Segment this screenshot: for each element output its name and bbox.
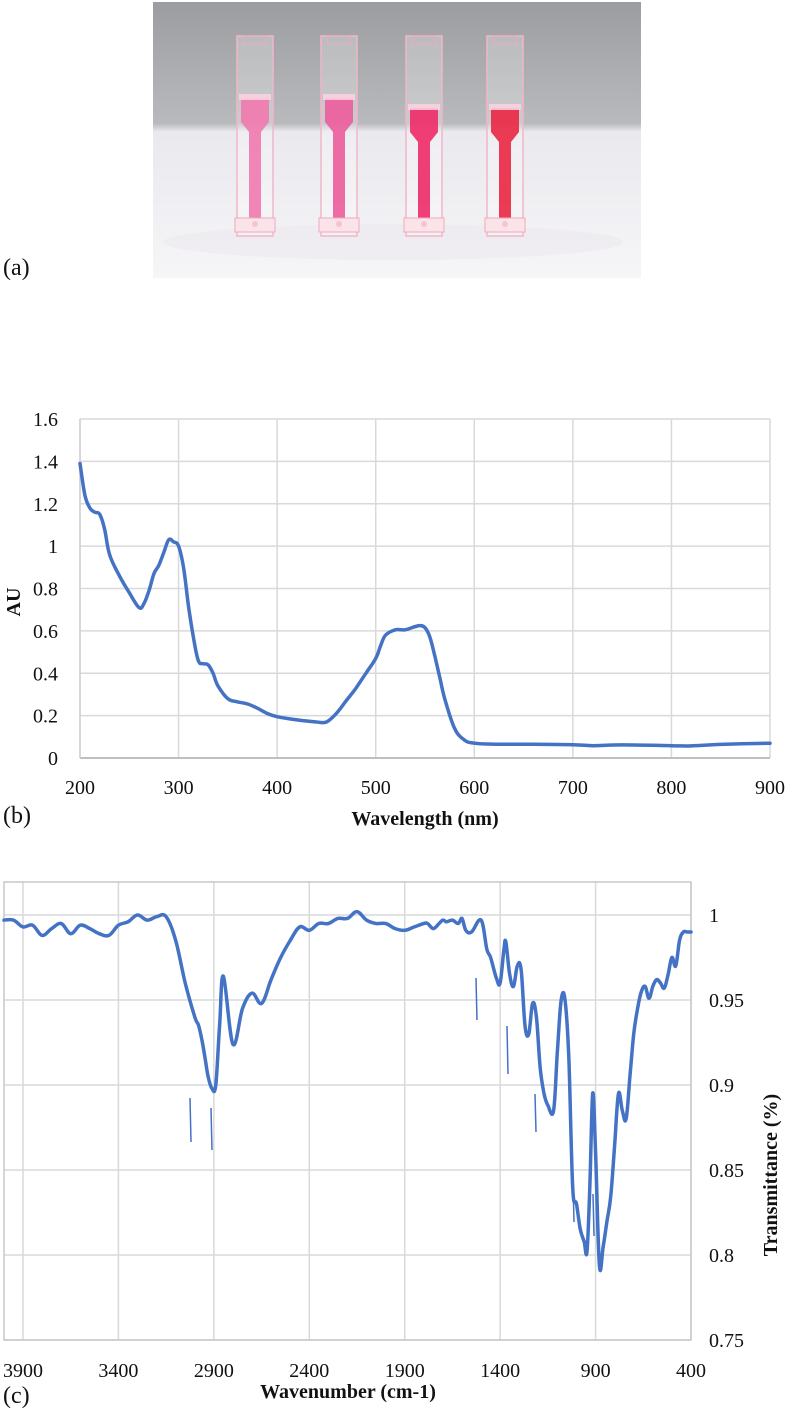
x-tick-label: 500 [361,777,391,799]
y-tick-label: 0.6 [33,621,58,643]
y-tick-label: 1.4 [33,451,58,473]
x-tick-label: 400 [676,1360,706,1382]
x-tick-label: 600 [459,777,489,799]
y-tick-label: 0.8 [709,1245,734,1267]
panel-label-b: (b) [3,803,31,829]
y-tick-label: 0.85 [709,1160,744,1182]
y-tick-label: 0 [48,748,58,770]
y-tick-label: 0.9 [709,1075,734,1097]
ftir-plot-frame [3,881,692,1341]
peak-marker [475,977,478,1021]
x-tick-label: 2900 [194,1360,234,1382]
y-tick-label: 0.2 [33,706,58,728]
x-tick-label: 200 [65,777,95,799]
ftir-x-axis-title: Wavenumber (cm-1) [260,1381,436,1403]
y-tick-label: 1.6 [33,409,58,431]
peak-marker [189,1097,192,1143]
x-tick-label: 300 [164,777,194,799]
x-tick-label: 700 [558,777,588,799]
x-tick-label: 900 [755,777,785,799]
x-tick-label: 1900 [385,1360,425,1382]
x-tick-label: 2400 [289,1360,329,1382]
ftir-y-axis-title: Transmittance (%) [760,1094,782,1256]
cuvette [403,35,445,237]
x-tick-label: 900 [581,1360,611,1382]
absorbance-curve [78,461,772,748]
panel-label-a: (a) [3,255,30,281]
y-tick-label: 0.4 [33,663,58,685]
y-tick-label: 1 [709,905,719,927]
ftir-chart: 0.75 0.8 0.85 0.9 0.95 1 3900 3400 2900 2400 1900… [2,881,782,1403]
x-tick-label: 3400 [98,1360,138,1382]
transmittance-curve [2,909,693,1273]
y-tick-label: 1 [48,536,58,558]
uv-vis-x-axis-title: Wavelength (nm) [351,808,498,830]
cuvette-photo [153,2,641,278]
y-tick-label: 0.75 [709,1330,744,1352]
x-tick-label: 400 [262,777,292,799]
cuvette [234,35,276,237]
uv-vis-chart: 0 0.2 0.4 0.6 0.8 1 1.2 1.4 1.6 200 300 400 500 600 7… [3,409,785,830]
x-tick-label: 800 [656,777,686,799]
y-tick-label: 0.8 [33,579,58,601]
peak-marker [534,1093,537,1133]
peak-marker [592,1193,595,1237]
y-tick-label: 1.2 [33,494,58,516]
uv-vis-y-axis-title: AU [3,588,25,617]
peak-marker [210,1107,213,1151]
peak-marker [506,1025,509,1075]
cuvette [318,35,360,237]
x-tick-label: 1400 [480,1360,520,1382]
cuvette-photo-illustration [153,2,641,278]
x-tick-label: 3900 [3,1360,43,1382]
panel-label-c: (c) [3,1383,30,1409]
cuvette [484,35,526,237]
y-tick-label: 0.95 [709,990,744,1012]
